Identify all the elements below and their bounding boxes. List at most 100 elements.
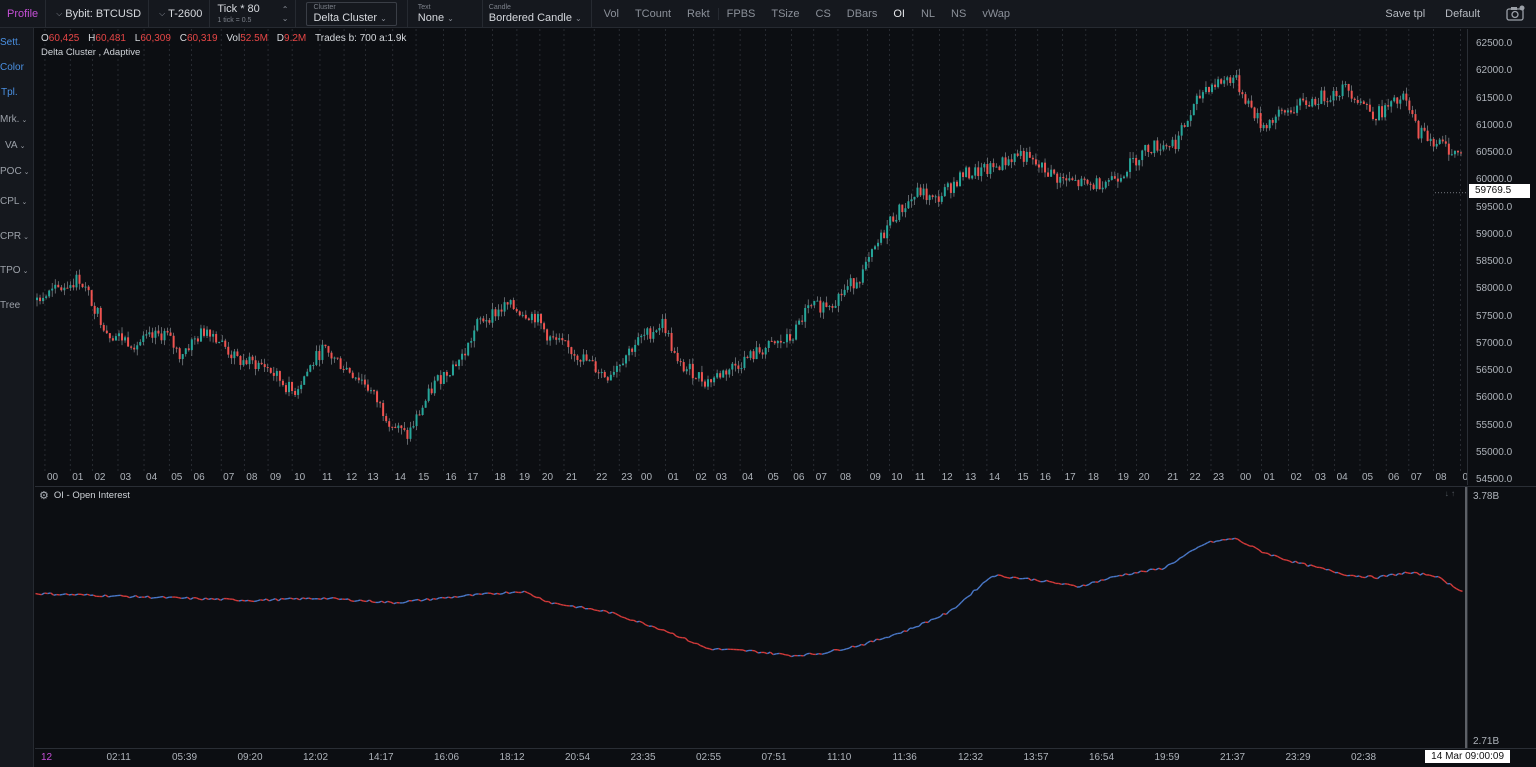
oi-segment-up [262, 598, 267, 602]
oi-segment-down [426, 598, 431, 601]
text-select[interactable]: Text None ⌄ [408, 0, 483, 28]
tcount-button[interactable]: TCount [634, 7, 672, 20]
oi-title[interactable]: ⚙ OI - Open Interest [39, 489, 130, 502]
tsize-button[interactable]: TSize [771, 7, 800, 20]
candle-up [424, 400, 427, 408]
gear-icon[interactable]: ⚙ [39, 490, 49, 502]
oi-segment-up [159, 595, 164, 598]
candle-up [880, 232, 883, 243]
sidebar-markers[interactable]: Mrk. ⌄ [0, 114, 34, 125]
oi-segment-up [806, 652, 810, 655]
candle-up [163, 330, 166, 341]
sidebar-settings[interactable]: Sett. [0, 37, 34, 48]
vwap-button[interactable]: vWap [982, 7, 1011, 20]
price-chart-pane[interactable]: O60,425 H60,481 L60,309 C60,319 Vol52.5M… [35, 29, 1474, 485]
tick-size-stepper[interactable]: Tick * 80 1 tick = 0.5 ⌃ ⌄ [210, 0, 297, 28]
time-axis-label: 21:37 [1220, 752, 1246, 763]
oi-segment-up [927, 618, 932, 623]
candle-down [254, 360, 257, 370]
oi-segment-up [976, 586, 981, 591]
oi-segment-down [92, 594, 97, 598]
candle-up [874, 246, 877, 250]
sidebar-tpo[interactable]: TPO ⌄ [0, 265, 34, 276]
oi-segment-up [921, 621, 926, 624]
save-template-button[interactable]: Save tpl [1385, 8, 1426, 20]
fpbs-button[interactable]: FPBS [726, 7, 756, 20]
sidebar-template[interactable]: Tpl. [0, 87, 34, 98]
oi-segment-up [1161, 567, 1166, 571]
candle-down [700, 372, 703, 382]
candle-up [1390, 101, 1393, 107]
oi-segment-down [347, 598, 352, 602]
candle-down [269, 367, 272, 373]
oi-segment-up [272, 598, 276, 601]
sidebar-poc[interactable]: POC ⌄ [0, 166, 34, 177]
oi-segment-up [1085, 583, 1090, 587]
candle-up [1101, 187, 1104, 190]
price-chart[interactable] [35, 29, 1467, 485]
oi-segment-down [1252, 545, 1257, 549]
exchange-select[interactable]: ⌵ Bybit: BTCUSD [46, 0, 150, 28]
candle-up [1132, 158, 1135, 160]
candle-down [819, 300, 822, 313]
time-axis[interactable]: 12 02:11 05:39 09:20 12:02 14:17 16:06 18:12 20:… [35, 748, 1536, 767]
price-axis[interactable]: 62500.0 62000.0 61500.0 61000.0 60500.0 60000… [1467, 29, 1536, 485]
sidebar-va[interactable]: VA ⌄ [0, 140, 34, 151]
oi-segment-down [1398, 572, 1402, 575]
hour-label: 04 [146, 472, 158, 483]
oi-segment-down [323, 597, 328, 600]
sidebar-cpr[interactable]: CPR ⌄ [0, 231, 34, 242]
oi-axis[interactable]: 3.78B 2.71B [1467, 486, 1536, 748]
pane-move-arrows-icon[interactable]: ↓ ↑ [1444, 489, 1455, 498]
oi-segment-down [50, 592, 55, 596]
candle-down [1396, 97, 1399, 104]
candle-up [621, 363, 624, 366]
hour-label: 05 [767, 472, 779, 483]
oi-segment-up [402, 601, 407, 604]
sidebar-tree[interactable]: Tree [0, 300, 34, 311]
candle-up [1320, 90, 1323, 104]
oi-segment-down [505, 591, 510, 595]
ns-button[interactable]: NS [951, 7, 967, 20]
oi-segment-down [548, 601, 553, 605]
dbars-button[interactable]: DBars [846, 7, 878, 20]
candle-down [1259, 112, 1262, 129]
nl-button[interactable]: NL [920, 7, 936, 20]
candle-up [782, 342, 785, 344]
oi-segment-down [524, 590, 528, 594]
oi-segment-down [529, 593, 534, 597]
candle-down [591, 360, 594, 362]
candle-up [822, 302, 825, 313]
sidebar-cpl[interactable]: CPL ⌄ [0, 196, 34, 207]
cs-button[interactable]: CS [815, 7, 831, 20]
hour-label: 12 [941, 472, 953, 483]
timeframe-select[interactable]: ⌵ T-2600 [149, 0, 211, 28]
stepper-arrows-icon[interactable]: ⌃ ⌄ [281, 4, 289, 23]
study-name: Delta Cluster , Adaptive [41, 47, 141, 58]
vol-button[interactable]: Vol [603, 7, 619, 20]
text-value: None [417, 11, 445, 24]
candle-down [224, 340, 227, 347]
default-template-button[interactable]: Default [1445, 8, 1480, 20]
candle-down [512, 300, 515, 310]
candle-select[interactable]: Candle Bordered Candle ⌄ [483, 0, 592, 28]
hour-label: 16 [1039, 472, 1051, 483]
hour-label: 03 [119, 472, 132, 483]
candle-up [321, 344, 324, 360]
camera-icon[interactable] [1490, 5, 1536, 24]
candle-down [87, 286, 90, 291]
oi-button[interactable]: OI [893, 7, 905, 20]
profile-button[interactable]: Profile [0, 0, 47, 28]
oi-segment-down [390, 601, 395, 605]
oi-chart-pane[interactable]: ⚙ OI - Open Interest ↓ ↑ [35, 486, 1467, 749]
sidebar-color[interactable]: Color [0, 62, 34, 73]
candle-down [1426, 130, 1429, 142]
oi-chart[interactable] [35, 487, 1467, 749]
rekt-button[interactable]: Rekt [679, 7, 719, 20]
candle-up [345, 367, 348, 370]
candle-down [1460, 152, 1462, 154]
hour-label: 17 [467, 472, 479, 483]
oi-axis-bottom-label: 2.71B [1473, 736, 1500, 747]
cluster-select[interactable]: Cluster Delta Cluster ⌄ [306, 1, 397, 26]
oi-segment-up [982, 580, 987, 584]
